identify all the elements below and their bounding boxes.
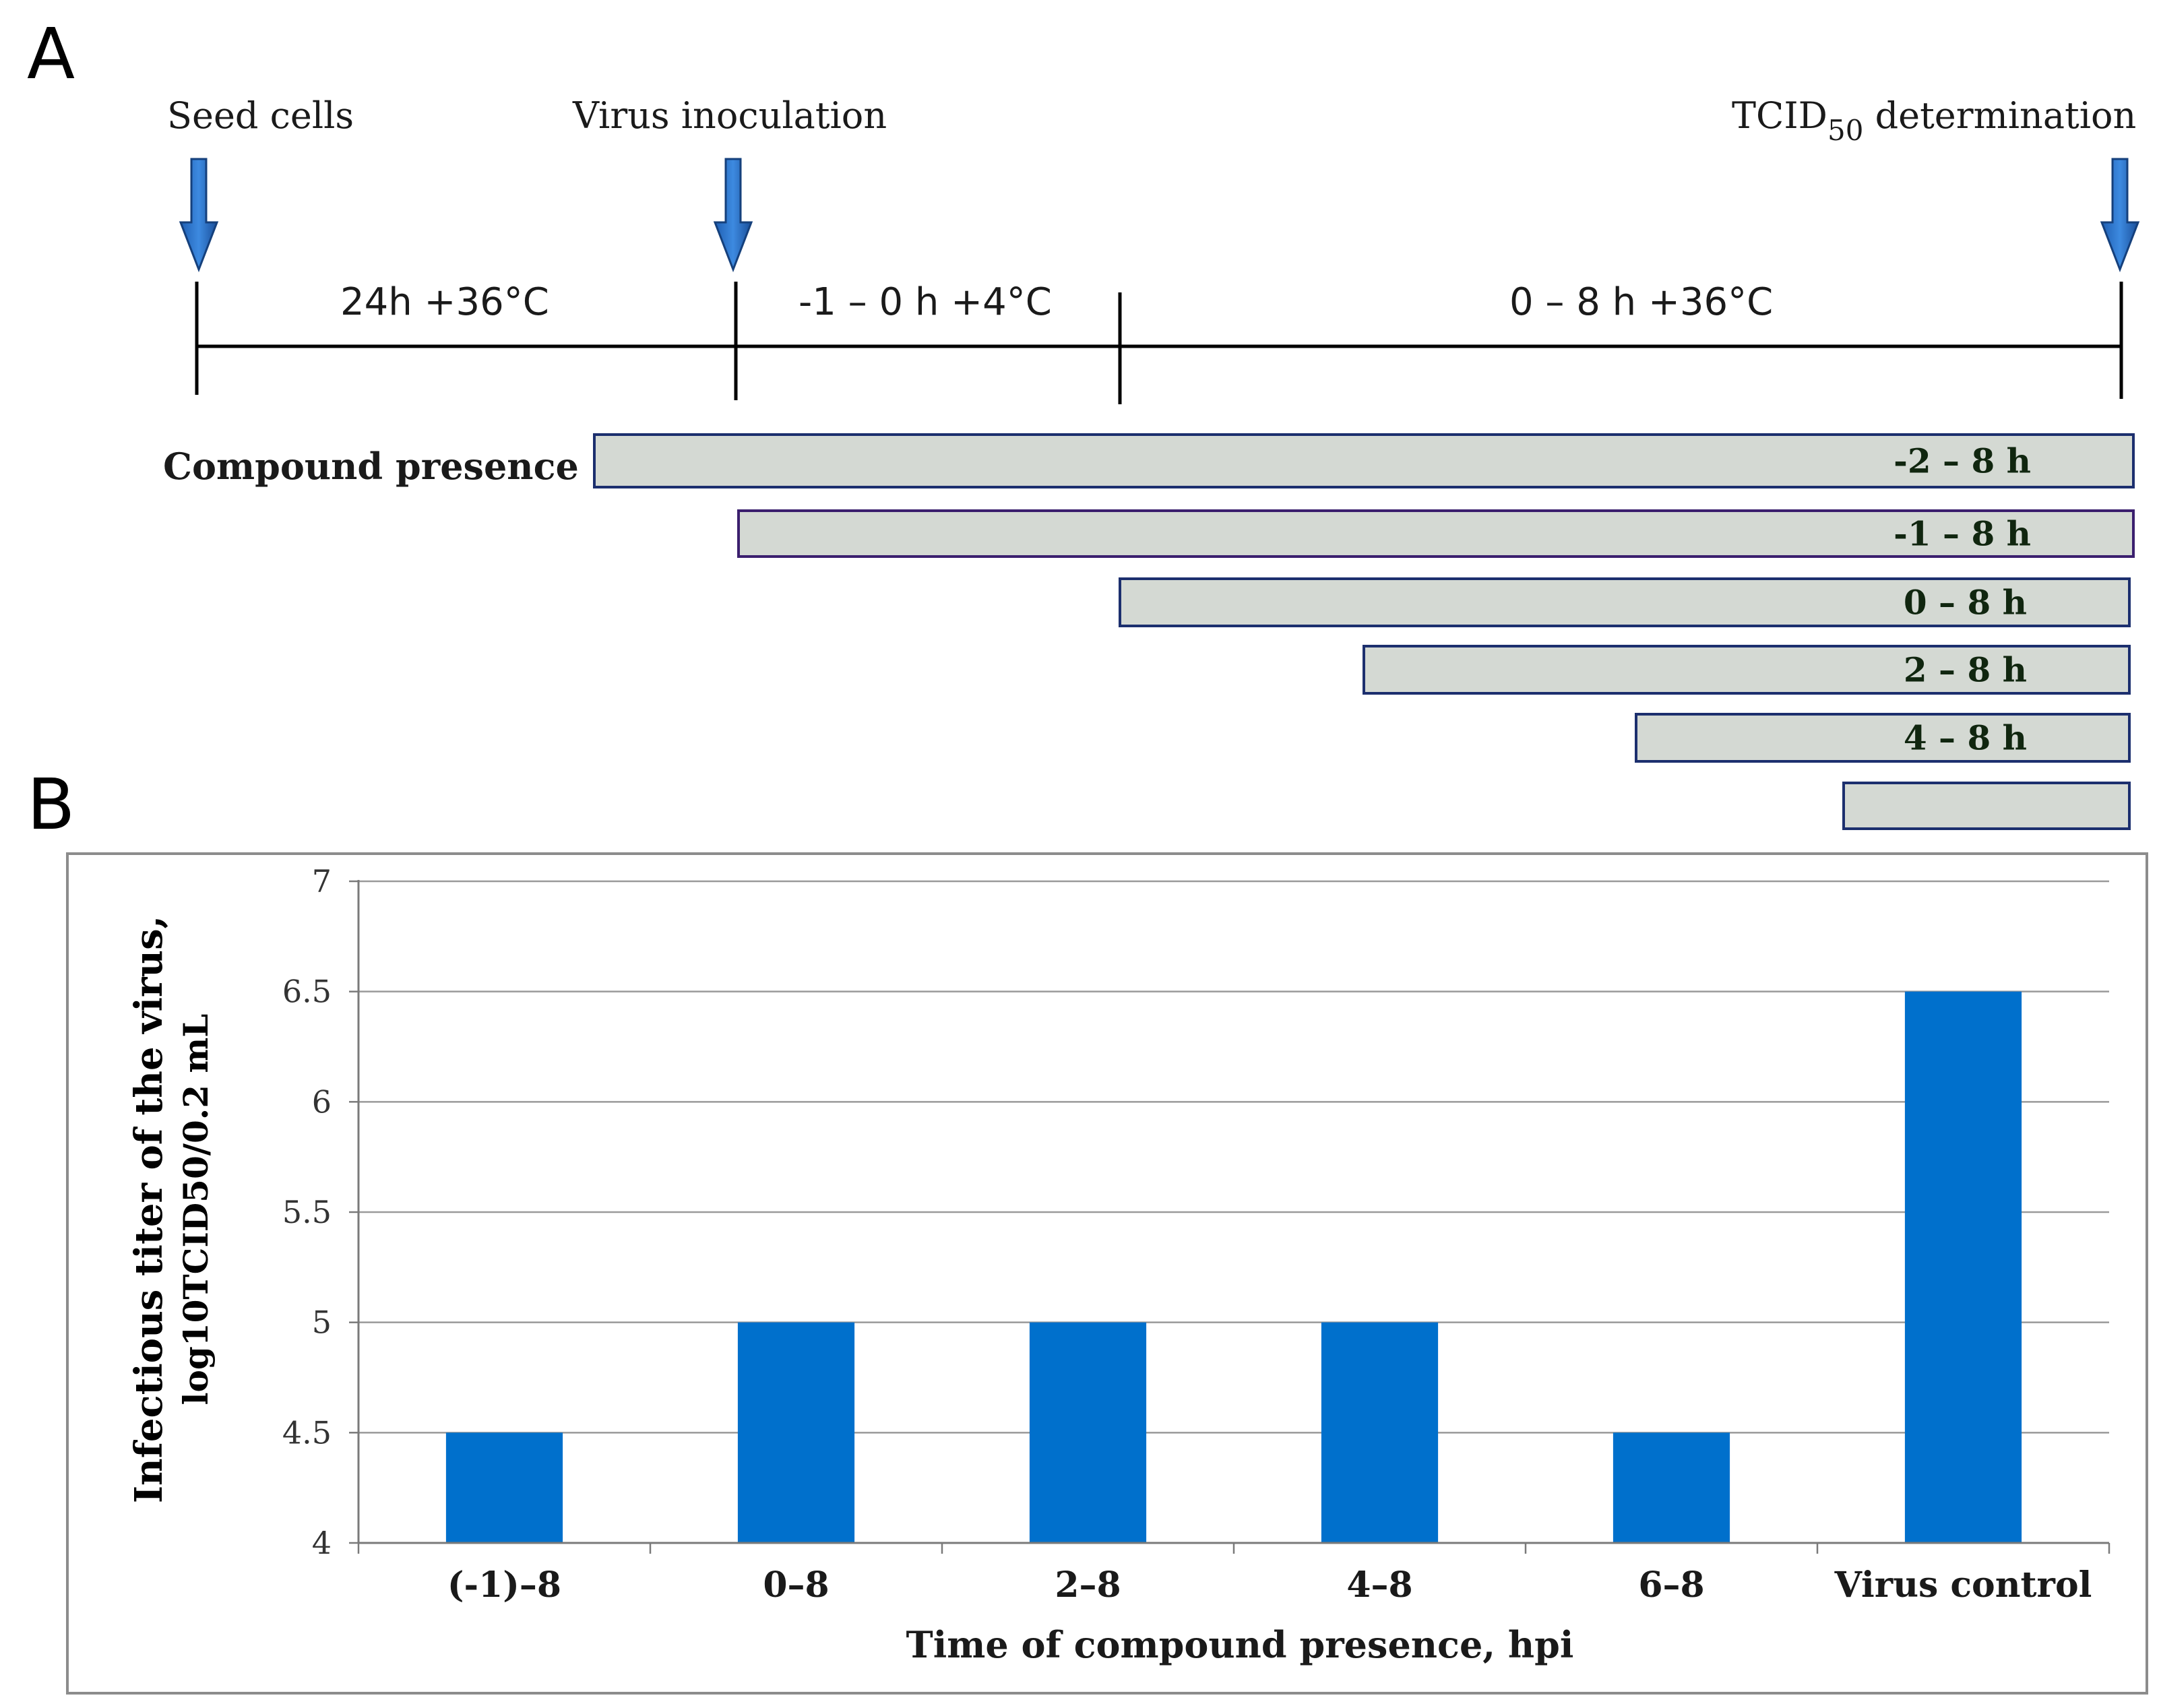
- x-axis-label: Time of compound presence, hpi: [906, 1623, 1574, 1666]
- bar: [737, 1322, 855, 1543]
- timeline-graphic: [179, 158, 2140, 404]
- tcid-determination-label: TCID50 determination: [1732, 94, 2137, 147]
- presence-bar: [1842, 782, 2131, 830]
- bar: [1321, 1322, 1439, 1543]
- virus-inoculation-label: Virus inoculation: [573, 94, 887, 137]
- presence-bar: 4 – 8 h: [1635, 713, 2131, 763]
- y-tick-label: 6.5: [282, 974, 332, 1010]
- phase-label-seed: 24h +36°C: [340, 280, 549, 324]
- y-tick-label: 7: [312, 863, 332, 899]
- x-tick-label: (-1)–8: [447, 1564, 561, 1606]
- panel-label-b: B: [27, 763, 75, 846]
- y-tick-label: 5.5: [282, 1194, 332, 1230]
- presence-bar-label: 4 – 8 h: [1903, 718, 2027, 758]
- bar: [445, 1432, 563, 1543]
- presence-bar: 2 – 8 h: [1363, 645, 2131, 695]
- y-tick-label: 4.5: [282, 1414, 332, 1451]
- compound-presence-title: Compound presence: [163, 445, 579, 488]
- y-tick-labels: 4 4.5 5 5.5 6 6.5 7: [282, 863, 332, 1561]
- y-tick-label: 4: [312, 1525, 332, 1561]
- x-tick-labels: (-1)–8 0–8 2–8 4–8 6–8 Virus control: [447, 1564, 2092, 1606]
- tcid-subscript: 50: [1827, 114, 1864, 147]
- down-arrow-icon: [179, 158, 219, 273]
- presence-bar: -2 – 8 h: [593, 433, 2135, 488]
- y-axis-label-line1: Infectious titer of the virus,: [127, 916, 171, 1503]
- presence-bar: 0 – 8 h: [1119, 577, 2131, 627]
- tcid-text: TCID: [1732, 94, 1827, 137]
- phase-label-cold: -1 – 0 h +4°C: [799, 280, 1052, 324]
- x-tick-label: Virus control: [1834, 1564, 2092, 1606]
- seed-cells-label: Seed cells: [167, 94, 354, 137]
- y-tick-label: 5: [312, 1304, 332, 1341]
- down-arrow-icon: [2100, 158, 2140, 273]
- phase-label-warm: 0 – 8 h +36°C: [1509, 280, 1774, 324]
- x-tick-label: 4–8: [1346, 1564, 1412, 1606]
- panel-label-a: A: [27, 13, 75, 95]
- presence-bar-label: 0 – 8 h: [1903, 582, 2027, 623]
- presence-bar: -1 – 8 h: [737, 509, 2135, 558]
- y-axis-label-line2: log10TCID50/0.2 mL: [176, 1014, 216, 1405]
- x-tick-label: 0–8: [763, 1564, 829, 1606]
- bar: [1904, 991, 2022, 1543]
- bars: [445, 991, 2022, 1543]
- presence-bar-label: 2 – 8 h: [1903, 650, 2027, 690]
- bar: [1029, 1322, 1147, 1543]
- bar: [1613, 1432, 1730, 1543]
- presence-bar-label: -1 – 8 h: [1894, 513, 2031, 554]
- x-tick-label: 6–8: [1638, 1564, 1704, 1606]
- x-tick-label: 2–8: [1055, 1564, 1121, 1606]
- gridlines: [349, 880, 2109, 1544]
- down-arrow-icon: [713, 158, 753, 273]
- chart-frame: [66, 852, 2148, 1695]
- axes: [357, 880, 2110, 1554]
- determination-text: determination: [1863, 94, 2137, 137]
- presence-bar-label: -2 – 8 h: [1894, 441, 2031, 481]
- y-tick-label: 6: [312, 1083, 332, 1120]
